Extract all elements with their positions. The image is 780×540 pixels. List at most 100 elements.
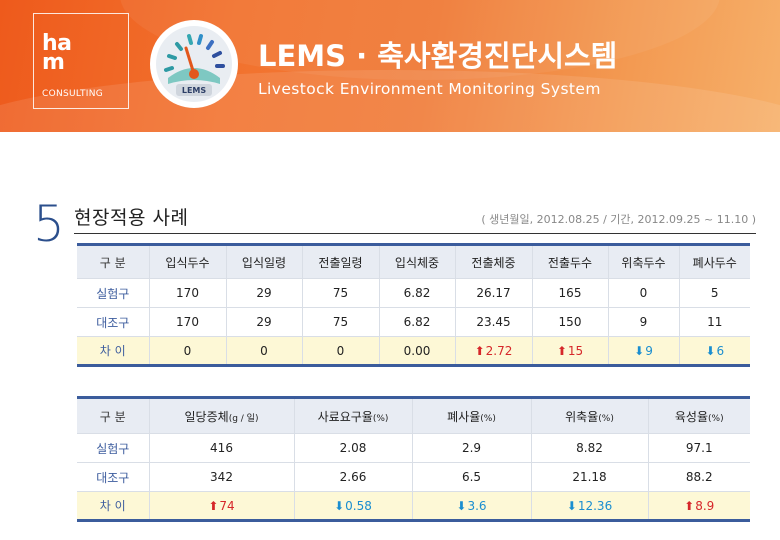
difference-cell: 0.00 [379, 336, 456, 366]
column-header: 입식일령 [226, 244, 303, 279]
column-header: 입식두수 [149, 244, 227, 279]
difference-value: 9 [645, 343, 653, 358]
gauge-label: LEMS [182, 86, 207, 95]
column-header: 위축율(%) [531, 397, 649, 434]
column-header-label: 위축율 [565, 409, 599, 424]
difference-cell: ⬇3.6 [412, 491, 532, 521]
table-cell: 88.2 [648, 462, 750, 492]
row-label: 차 이 [77, 491, 150, 521]
table-cell: 6.5 [412, 462, 532, 492]
table-cell: 6.82 [379, 278, 456, 308]
difference-cell: ⬇9 [608, 336, 680, 366]
table-cell: 165 [532, 278, 609, 308]
column-header: 구 분 [77, 244, 150, 279]
row-label: 대조구 [77, 462, 150, 492]
table-row: 실험구 170 29 75 6.82 26.17 165 0 5 [77, 278, 750, 308]
arrow-down-icon: ⬇ [334, 498, 345, 513]
table-row: 대조구 342 2.66 6.5 21.18 88.2 [77, 462, 750, 492]
table-cell: 8.82 [531, 433, 649, 463]
difference-value: 12.36 [577, 498, 613, 513]
column-header: 일당증체(g / 일) [149, 397, 295, 434]
difference-cell: ⬆8.9 [648, 491, 750, 521]
table-cell: 21.18 [531, 462, 649, 492]
table-cell: 150 [532, 307, 609, 337]
column-header-label: 구 분 [99, 409, 126, 424]
table-cell: 11 [679, 307, 750, 337]
table-cell: 2.9 [412, 433, 532, 463]
arrow-up-icon: ⬆ [208, 498, 219, 513]
row-label: 대조구 [77, 307, 150, 337]
table-row: 대조구 170 29 75 6.82 23.45 150 9 11 [77, 307, 750, 337]
table-header-row: 구 분 일당증체(g / 일) 사료요구율(%) 폐사율(%) 위축율(%) 육성율(%) [77, 397, 750, 434]
column-header: 폐사두수 [679, 244, 750, 279]
table-cell: 2.08 [294, 433, 413, 463]
arrow-up-icon: ⬆ [556, 343, 567, 358]
ham-consulting-logo: ha m CONSULTING [33, 13, 129, 109]
table-cell: 23.45 [455, 307, 533, 337]
difference-value: 3.6 [467, 498, 487, 513]
column-header-label: 육성율 [674, 409, 709, 424]
column-header-unit: (g / 일) [228, 413, 259, 424]
row-label: 실험구 [77, 278, 150, 308]
section-number: 5 [33, 195, 65, 253]
logo-wordmark: ha m [42, 31, 72, 75]
column-header: 전출일령 [302, 244, 380, 279]
table-header-row: 구 분 입식두수 입식일령 전출일령 입식체중 전출체중 전출두수 위축두수 폐사두수 [77, 244, 750, 279]
difference-value: 2.72 [485, 343, 513, 358]
arrow-up-icon: ⬆ [474, 343, 485, 358]
table-cell: 416 [149, 433, 295, 463]
difference-value: 8.9 [695, 498, 715, 513]
column-header-unit: (%) [708, 413, 724, 424]
system-subtitle: Livestock Environment Monitoring System [258, 80, 601, 98]
difference-cell: ⬇6 [679, 336, 750, 366]
difference-row: 차 이 ⬆74 ⬇0.58 ⬇3.6 ⬇12.36 ⬆8.9 [77, 491, 750, 521]
difference-cell: ⬆15 [532, 336, 609, 366]
table-cell: 170 [149, 278, 227, 308]
difference-value: 15 [567, 343, 584, 358]
arrow-down-icon: ⬇ [566, 498, 577, 513]
arrow-down-icon: ⬇ [705, 343, 716, 358]
difference-value: 0.58 [345, 498, 372, 513]
difference-value: 0 [183, 343, 192, 358]
section-period-note: ( 생년월일, 2012.08.25 / 기간, 2012.09.25 ~ 11… [481, 213, 756, 226]
column-header: 폐사율(%) [412, 397, 532, 434]
row-label: 차 이 [77, 336, 150, 366]
arrow-down-icon: ⬇ [634, 343, 645, 358]
table-cell: 26.17 [455, 278, 533, 308]
column-header-label: 일당증체 [184, 409, 229, 424]
table-cell: 0 [608, 278, 680, 308]
column-header-label: 사료요구율 [317, 409, 373, 424]
field-result-table-2: 구 분 일당증체(g / 일) 사료요구율(%) 폐사율(%) 위축율(%) 육성율(%)… [77, 396, 750, 522]
difference-row: 차 이 0 0 0 0.00 ⬆2.72 ⬆15 ⬇9 ⬇6 [77, 336, 750, 366]
column-header: 사료요구율(%) [294, 397, 413, 434]
table-cell: 75 [302, 278, 380, 308]
logo-consulting-text: CONSULTING [42, 89, 104, 99]
column-header-unit: (%) [598, 413, 614, 424]
difference-value: 0.00 [403, 343, 431, 358]
difference-value: 0 [260, 343, 268, 358]
difference-value: 0 [336, 343, 345, 358]
table-cell: 2.66 [294, 462, 413, 492]
difference-cell: ⬇12.36 [531, 491, 649, 521]
table-cell: 6.82 [379, 307, 456, 337]
difference-cell: ⬇0.58 [294, 491, 413, 521]
section-title: 현장적용 사례 [74, 207, 189, 229]
arrow-up-icon: ⬆ [684, 498, 695, 513]
difference-value: 74 [219, 498, 235, 513]
table-cell: 29 [226, 307, 303, 337]
table-cell: 9 [608, 307, 680, 337]
table-cell: 342 [149, 462, 295, 492]
column-header: 입식체중 [379, 244, 456, 279]
table-cell: 170 [149, 307, 227, 337]
difference-cell: 0 [226, 336, 303, 366]
row-label: 실험구 [77, 433, 150, 463]
field-result-table-1: 구 분 입식두수 입식일령 전출일령 입식체중 전출체중 전출두수 위축두수 폐사두수 실험구 17… [77, 243, 750, 367]
difference-cell: 0 [302, 336, 380, 366]
difference-cell: 0 [149, 336, 227, 366]
column-header: 전출두수 [532, 244, 609, 279]
table-row: 실험구 416 2.08 2.9 8.82 97.1 [77, 433, 750, 463]
difference-cell: ⬆74 [149, 491, 295, 521]
section-divider [74, 233, 756, 234]
table-cell: 29 [226, 278, 303, 308]
difference-cell: ⬆2.72 [455, 336, 533, 366]
